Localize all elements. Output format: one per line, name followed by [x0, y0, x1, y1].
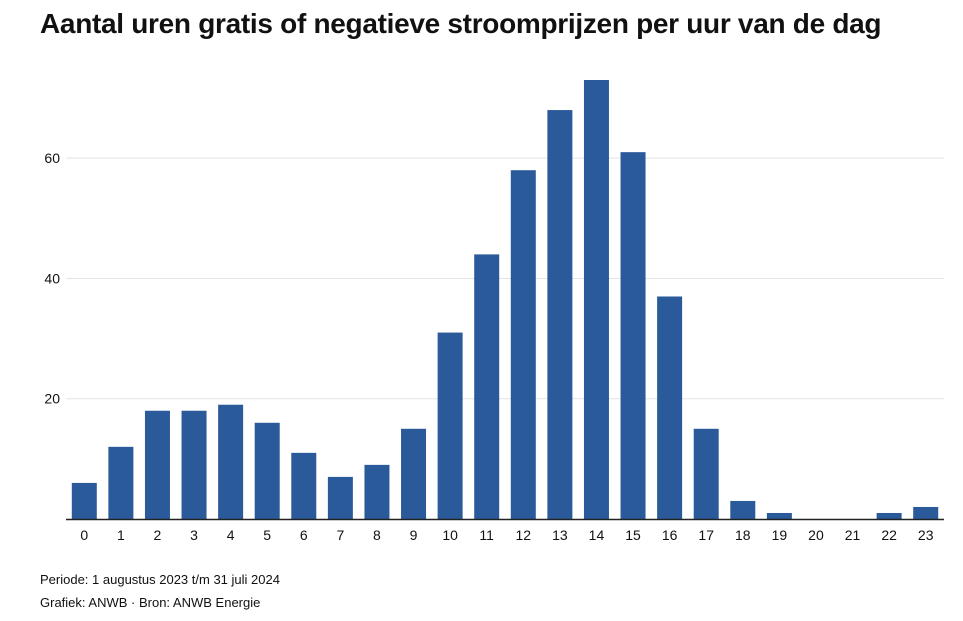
bar-hour-14 — [583, 80, 609, 519]
bar-hour-0 — [71, 482, 97, 519]
x-tick-label: 5 — [263, 527, 271, 543]
x-tick-label: 2 — [154, 527, 162, 543]
x-tick-label: 10 — [442, 527, 458, 543]
bar-hour-1 — [108, 446, 134, 519]
bar-hour-4 — [218, 404, 244, 519]
bar-hour-18 — [730, 500, 756, 519]
bar-hour-8 — [364, 464, 390, 519]
x-tick-label: 7 — [336, 527, 344, 543]
y-axis-ticks: 20 40 60 — [44, 150, 60, 407]
bar-hour-23 — [913, 506, 939, 519]
period-note: Periode: 1 augustus 2023 t/m 31 juli 202… — [40, 572, 280, 587]
bar-hour-19 — [766, 512, 792, 519]
x-tick-label: 12 — [516, 527, 532, 543]
bar-hour-10 — [437, 332, 463, 519]
bar-hour-5 — [254, 422, 280, 519]
bar-hour-15 — [620, 152, 646, 520]
bar-hour-12 — [510, 170, 536, 519]
bar-hour-17 — [693, 428, 719, 519]
x-tick-label: 16 — [662, 527, 678, 543]
bar-hour-6 — [291, 452, 317, 519]
x-tick-label: 6 — [300, 527, 308, 543]
bar-hour-11 — [474, 254, 500, 519]
x-tick-label: 11 — [479, 527, 494, 543]
bar-hour-2 — [144, 410, 170, 519]
x-tick-label: 4 — [227, 527, 235, 543]
gridlines — [66, 157, 944, 400]
x-tick-label: 20 — [808, 527, 824, 543]
x-tick-label: 19 — [772, 527, 788, 543]
x-axis-ticks: 0 1 2 3 4 5 6 7 8 9 10 11 12 13 14 15 16 17 18 19 20 21 22 23 — [80, 527, 933, 543]
x-tick-label: 9 — [410, 527, 418, 543]
x-tick-label: 14 — [589, 527, 605, 543]
x-tick-label: 22 — [881, 527, 897, 543]
x-tick-label: 1 — [117, 527, 125, 543]
chart-title: Aantal uren gratis of negatieve stroompr… — [40, 8, 882, 39]
bar-hour-3 — [181, 410, 207, 519]
bar-hour-16 — [657, 296, 683, 519]
x-tick-label: 8 — [373, 527, 381, 543]
bar-hour-9 — [401, 428, 427, 519]
x-tick-label: 0 — [80, 527, 88, 543]
x-tick-label: 13 — [552, 527, 568, 543]
bars — [71, 80, 939, 520]
bar-hour-7 — [327, 476, 353, 519]
x-tick-label: 17 — [698, 527, 714, 543]
y-tick-label: 40 — [44, 270, 60, 286]
bar-hour-13 — [547, 110, 573, 520]
x-tick-label: 18 — [735, 527, 751, 543]
y-tick-label: 60 — [44, 150, 60, 166]
x-tick-label: 3 — [190, 527, 198, 543]
x-tick-label: 21 — [845, 527, 861, 543]
x-tick-label: 23 — [918, 527, 934, 543]
bar-hour-22 — [876, 512, 902, 519]
source-credit: Grafiek: ANWB · Bron: ANWB Energie — [40, 595, 261, 610]
x-tick-label: 15 — [625, 527, 641, 543]
y-tick-label: 20 — [44, 391, 60, 407]
